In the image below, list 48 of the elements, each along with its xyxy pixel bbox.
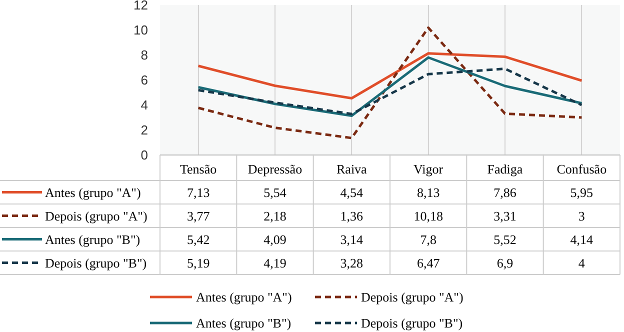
y-tick-label: 4 (140, 98, 148, 113)
y-tick-label: 8 (140, 48, 148, 63)
data-label: 6,47 (416, 255, 440, 270)
data-label: 3,28 (340, 255, 364, 270)
data-label: 4,14 (570, 232, 594, 247)
data-label: 4,54 (340, 184, 364, 200)
y-tick-label: 2 (140, 122, 148, 138)
data-label: 3 (578, 208, 585, 224)
y-tick-label: 12 (134, 0, 148, 13)
data-label: 4,19 (264, 255, 286, 270)
data-label: 5,42 (186, 232, 210, 247)
x-tick-label: Raiva (336, 161, 368, 176)
x-tick-label: Depressão (248, 161, 302, 176)
data-label: 5,95 (570, 184, 594, 200)
legend-label: Antes (grupo "A") (45, 184, 141, 200)
text: Depois (grupo "A") (361, 290, 464, 305)
y-tick-label: 6 (140, 72, 148, 88)
line-series (197, 68, 583, 116)
data-label: 8,13 (416, 184, 440, 200)
text: Antes (grupo "A") (196, 290, 292, 305)
legend-label: Antes (grupo "B") (45, 232, 140, 247)
x-tick-label: Confusão (556, 161, 607, 176)
data-label: 7,13 (186, 184, 210, 200)
x-tick-label: Vigor (414, 161, 444, 176)
data-label: 7,86 (494, 184, 517, 200)
legend-label: Depois (grupo "A") (45, 208, 148, 224)
line-series (197, 26, 583, 140)
data-label: 1,36 (340, 208, 364, 224)
data-label: 4 (578, 255, 586, 270)
data-label: 5,52 (494, 232, 516, 247)
data-label: 10,18 (414, 208, 443, 224)
y-tick-label: 0 (140, 148, 148, 163)
data-label: 7,8 (420, 232, 436, 247)
legend-label: Depois (grupo "B") (45, 255, 147, 270)
data-label: 3,14 (340, 232, 364, 247)
data-label: 4,09 (264, 232, 286, 247)
data-label: 5,54 (264, 184, 287, 200)
x-tick-label: Fadiga (487, 161, 523, 176)
text: Antes (grupo "B") (196, 316, 292, 331)
text: Depois (grupo "B") (361, 316, 463, 331)
data-label: 2,18 (264, 208, 286, 224)
y-tick-label: 10 (134, 22, 148, 38)
data-label: 3,77 (186, 208, 210, 224)
data-label: 6,9 (496, 255, 514, 270)
x-tick-label: Tensão (180, 161, 217, 176)
data-label: 5,19 (186, 255, 210, 270)
data-label: 3,31 (494, 208, 516, 224)
line-series (197, 52, 583, 100)
